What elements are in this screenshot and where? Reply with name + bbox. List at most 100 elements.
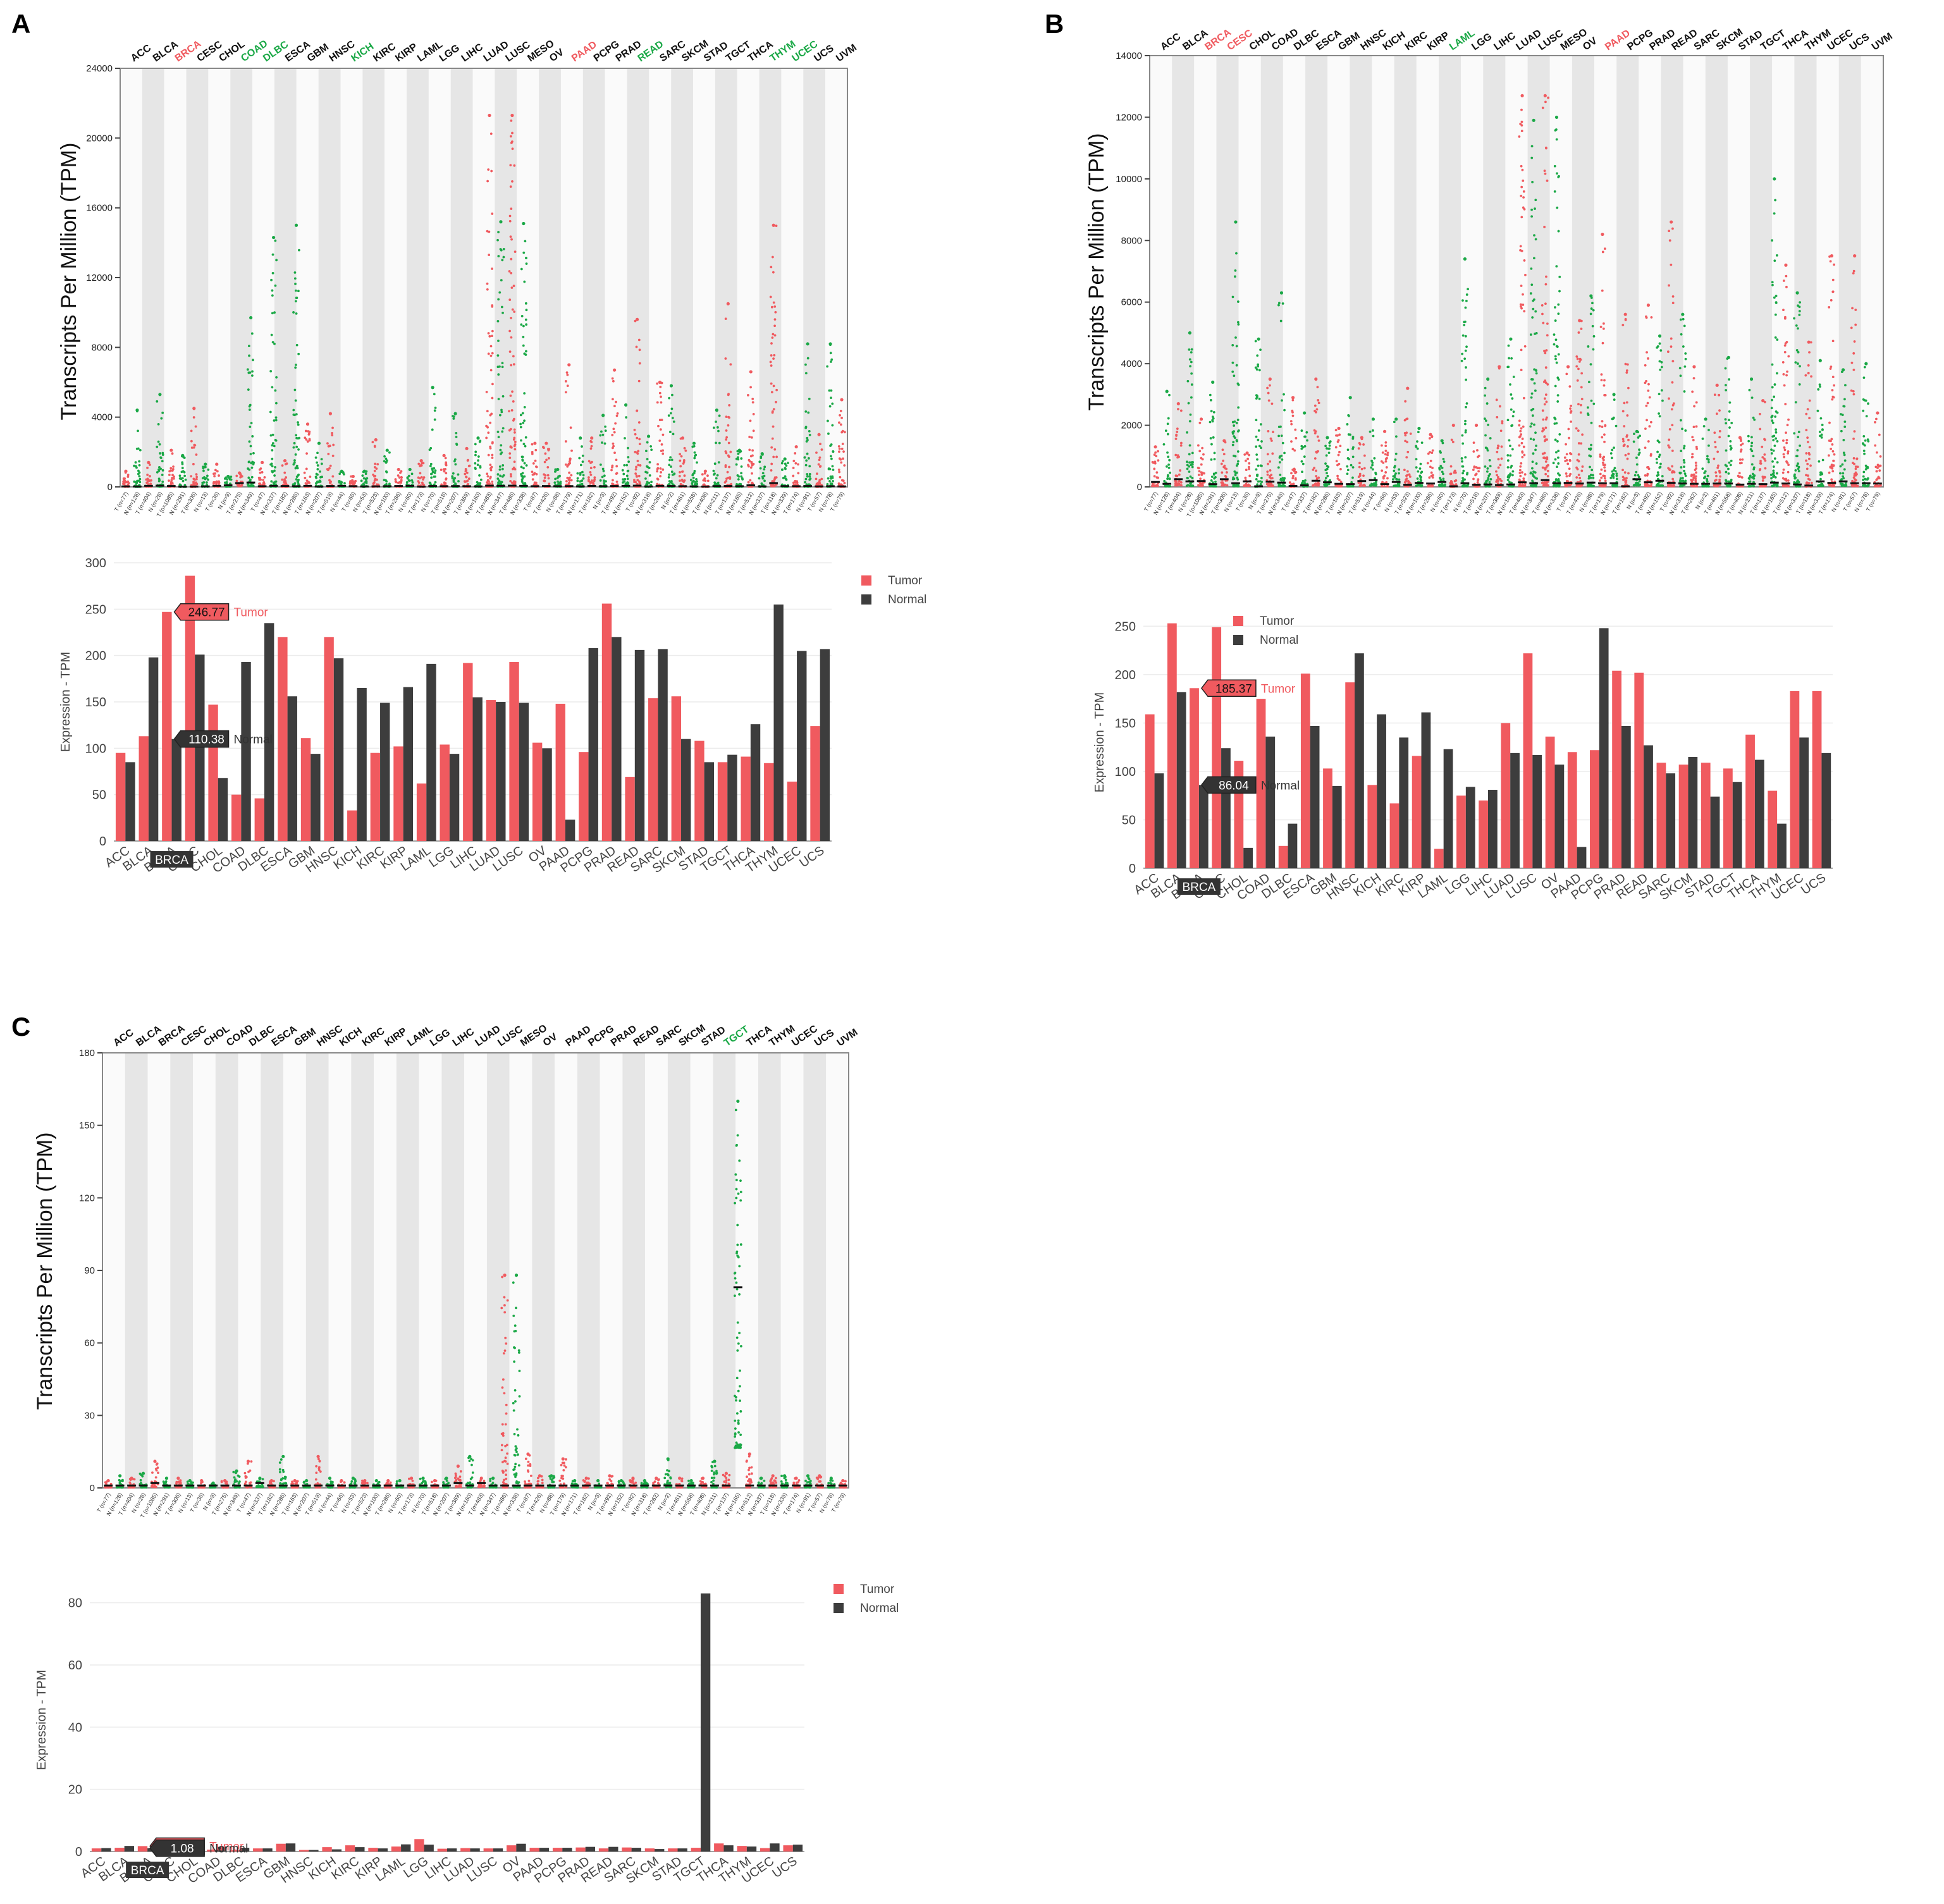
sample-point [679,470,681,474]
max-point [726,302,730,305]
sample-point [806,436,809,439]
sample-point [398,481,401,484]
sample-point [1212,436,1215,439]
sample-point [218,474,220,477]
sample-point [1660,365,1663,369]
sample-point [1600,468,1603,471]
sample-point [669,456,672,459]
sample-point [133,464,135,467]
sample-point [1288,481,1291,484]
column-band [362,68,385,487]
sample-point [1281,302,1284,305]
sample-point [1648,396,1651,399]
sample-point [201,477,204,480]
sample-point [1530,396,1533,399]
sample-point [724,317,727,321]
sample-point [445,464,448,467]
sample-point [1568,474,1571,477]
sample-point [1153,453,1156,456]
sample-point [1279,319,1283,322]
sample-point [262,481,265,484]
sample-point [715,421,717,423]
sample-point [410,472,414,476]
sample-point [525,464,528,467]
sample-point [1519,245,1522,248]
max-point [533,441,537,445]
bar-tumor [555,703,565,841]
sample-point [1163,479,1166,482]
sample-point [1280,434,1283,438]
sample-point [1576,484,1578,488]
sample-point [830,389,833,392]
sample-point [1430,474,1433,477]
sample-point [1210,458,1213,461]
sample-point [522,443,526,446]
sample-point [274,239,277,242]
sample-point [543,460,546,464]
sample-point [1543,451,1546,455]
sample-point [1647,389,1650,392]
sample-point [751,481,754,484]
sample-point [1602,322,1605,325]
sample-point [1647,383,1650,386]
sample-point [274,466,276,469]
sample-point [750,436,753,439]
sample-point [1176,427,1179,430]
sample-point [246,368,249,371]
max-point [283,459,287,463]
sample-point [1683,365,1687,368]
sample-point [746,394,749,396]
sample-point [252,359,254,362]
sample-point [513,436,516,439]
sample-point [1178,455,1180,458]
sample-point [1567,427,1570,431]
sample-point [728,465,730,469]
sample-point [488,335,491,338]
sample-point [522,324,525,328]
column-band [274,68,297,487]
sample-point [1646,351,1648,353]
sample-point [769,295,772,298]
sample-point [522,421,525,424]
sample-point [1601,484,1604,488]
sample-point [1226,484,1229,487]
bar-normal [681,739,691,841]
sample-point [692,472,696,474]
sample-point [1690,484,1694,488]
sample-point [684,449,687,452]
sample-point [1546,179,1549,182]
sample-point [1530,422,1533,425]
sample-point [281,464,284,467]
sample-point [1554,319,1557,322]
sample-point [405,481,409,484]
sample-point [1695,464,1697,467]
sample-point [522,336,525,338]
sample-point [1281,399,1283,402]
sample-point [1290,440,1293,443]
sample-point [1231,431,1234,434]
sample-point [603,442,606,445]
sample-point [205,481,208,484]
sample-point [1166,433,1169,436]
sample-point [1463,357,1467,360]
sample-point [467,465,471,467]
sample-point [637,379,641,383]
sample-point [271,386,274,389]
sample-point [135,466,138,469]
sample-point [712,469,715,472]
sample-point [1609,476,1613,479]
sample-point [1461,434,1464,437]
sample-point [496,365,500,369]
sample-point [1198,450,1202,453]
sample-point [1544,393,1547,396]
sample-point [682,460,686,464]
sample-point [273,474,276,477]
max-point [1291,396,1295,400]
sample-point [1604,479,1607,482]
sample-point [1592,474,1594,477]
sample-point [1386,477,1389,480]
sample-point [384,457,388,460]
bar-normal [380,703,390,841]
sample-point [1556,172,1558,175]
sample-point [297,448,300,451]
